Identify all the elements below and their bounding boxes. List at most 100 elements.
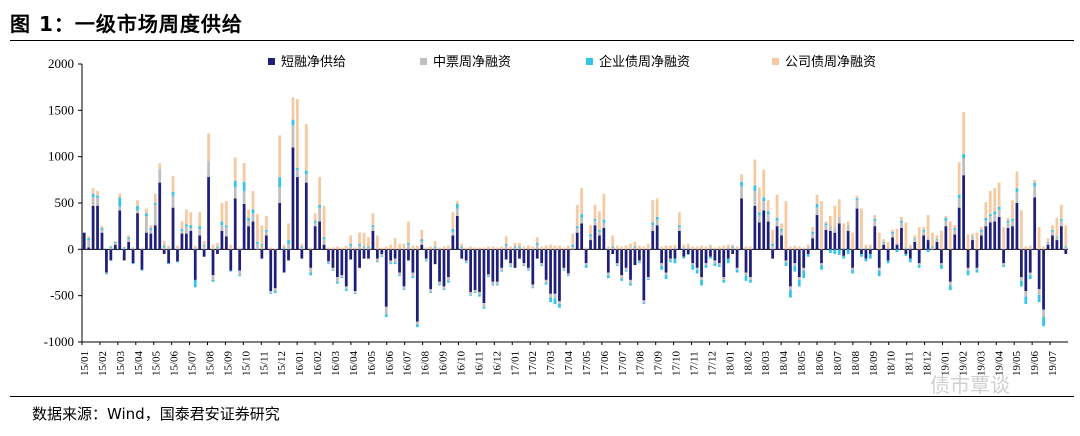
bar-segment-4 xyxy=(1046,238,1050,242)
bar-segment-4 xyxy=(304,124,308,171)
bar-segment-4 xyxy=(811,227,814,232)
bar-segment-2 xyxy=(615,263,619,266)
bar-segment-1 xyxy=(806,249,810,254)
bar-segment-2 xyxy=(544,279,548,283)
bar-segment-1 xyxy=(744,249,748,273)
bar-segment-4 xyxy=(833,205,837,228)
bar-segment-3 xyxy=(713,263,717,267)
bar-segment-2 xyxy=(393,258,397,263)
bar-segment-2 xyxy=(1028,272,1032,276)
bar-segment-2 xyxy=(566,273,570,276)
bar-segment-4 xyxy=(917,227,921,250)
bar-segment-1 xyxy=(868,249,872,254)
bar-segment-3 xyxy=(584,265,588,268)
bar-segment-1 xyxy=(105,249,108,273)
bar-segment-4 xyxy=(242,163,246,182)
bar-segment-1 xyxy=(518,249,521,259)
bar-segment-1 xyxy=(913,241,917,250)
x-tick-label: 18/12 xyxy=(922,351,934,376)
bar-segment-2 xyxy=(651,225,655,231)
bar-segment-4 xyxy=(851,232,854,250)
bar-segment-2 xyxy=(251,213,255,222)
bar-segment-1 xyxy=(895,244,899,250)
bar-segment-1 xyxy=(709,249,712,257)
bar-segment-3 xyxy=(407,242,410,245)
bar-segment-3 xyxy=(216,246,219,248)
bar-segment-2 xyxy=(678,227,681,231)
bar-segment-1 xyxy=(535,249,539,259)
bar-segment-1 xyxy=(855,208,859,250)
bar-segment-2 xyxy=(513,247,517,250)
bar-segment-3 xyxy=(704,265,708,268)
bar-segment-4 xyxy=(873,215,877,219)
bar-segment-2 xyxy=(451,231,455,236)
bar-segment-3 xyxy=(602,219,606,223)
bar-segment-3 xyxy=(660,266,663,270)
bar-segment-1 xyxy=(908,249,912,259)
bar-segment-3 xyxy=(966,270,970,276)
bar-segment-4 xyxy=(837,199,841,217)
bar-segment-3 xyxy=(429,291,433,293)
x-tick-label: 16/09 xyxy=(438,350,450,376)
bar-segment-3 xyxy=(180,228,184,231)
bar-segment-1 xyxy=(811,238,814,250)
bar-segment-4 xyxy=(829,215,832,226)
bar-segment-1 xyxy=(420,244,424,250)
bar-segment-4 xyxy=(495,247,499,250)
bar-segment-4 xyxy=(1059,204,1063,219)
bar-segment-1 xyxy=(829,230,832,250)
bar-segment-1 xyxy=(735,249,739,268)
bar-segment-4 xyxy=(407,221,410,243)
bar-segment-4 xyxy=(691,246,695,250)
bar-segment-3 xyxy=(922,229,926,232)
chart-legend: 短融净供给 中票周净融资 企业债周净融资 公司债周净融资 xyxy=(268,54,876,70)
bar-segment-2 xyxy=(411,272,415,277)
bar-segment-2 xyxy=(553,293,557,299)
bar-segment-1 xyxy=(540,249,544,264)
bar-segment-4 xyxy=(1033,179,1037,183)
bar-segment-3 xyxy=(695,269,699,274)
bar-segment-2 xyxy=(96,197,99,206)
bar-segment-1 xyxy=(704,249,708,264)
bar-segment-3 xyxy=(735,269,739,273)
bar-segment-2 xyxy=(700,277,703,280)
bar-segment-4 xyxy=(336,246,339,250)
bar-segment-1 xyxy=(309,249,313,268)
bar-segment-2 xyxy=(1046,242,1050,245)
bar-segment-3 xyxy=(247,217,250,221)
x-tick-label: 18/05 xyxy=(796,350,808,376)
bar-segment-4 xyxy=(251,190,255,210)
bar-segment-2 xyxy=(384,306,388,315)
bar-segment-4 xyxy=(478,247,481,250)
bar-segment-2 xyxy=(264,231,268,236)
bar-segment-3 xyxy=(877,270,881,277)
bar-segment-3 xyxy=(149,228,153,230)
bar-segment-1 xyxy=(1002,249,1005,264)
bar-segment-4 xyxy=(464,247,468,250)
bar-segment-2 xyxy=(118,206,122,211)
bar-segment-2 xyxy=(940,263,943,266)
bar-segment-2 xyxy=(447,277,450,281)
bar-segment-2 xyxy=(669,258,672,261)
bar-segment-3 xyxy=(913,238,917,240)
bar-segment-2 xyxy=(127,239,131,242)
bar-segment-3 xyxy=(646,278,650,280)
bar-segment-4 xyxy=(891,229,894,232)
bar-segment-3 xyxy=(136,205,139,211)
bar-segment-4 xyxy=(975,232,979,250)
bar-segment-4 xyxy=(526,245,530,250)
bar-segment-4 xyxy=(931,232,934,247)
bar-segment-3 xyxy=(260,243,264,245)
bar-segment-3 xyxy=(438,284,441,286)
bar-segment-4 xyxy=(860,208,863,248)
bar-segment-3 xyxy=(464,262,468,264)
bar-segment-4 xyxy=(988,190,992,215)
bar-segment-4 xyxy=(224,201,228,226)
bar-segment-1 xyxy=(233,198,237,250)
bar-segment-3 xyxy=(868,253,872,259)
bar-segment-4 xyxy=(451,212,455,229)
bar-segment-4 xyxy=(549,244,552,250)
bar-segment-1 xyxy=(473,249,477,291)
bar-segment-1 xyxy=(877,249,881,268)
bar-segment-2 xyxy=(247,220,250,227)
